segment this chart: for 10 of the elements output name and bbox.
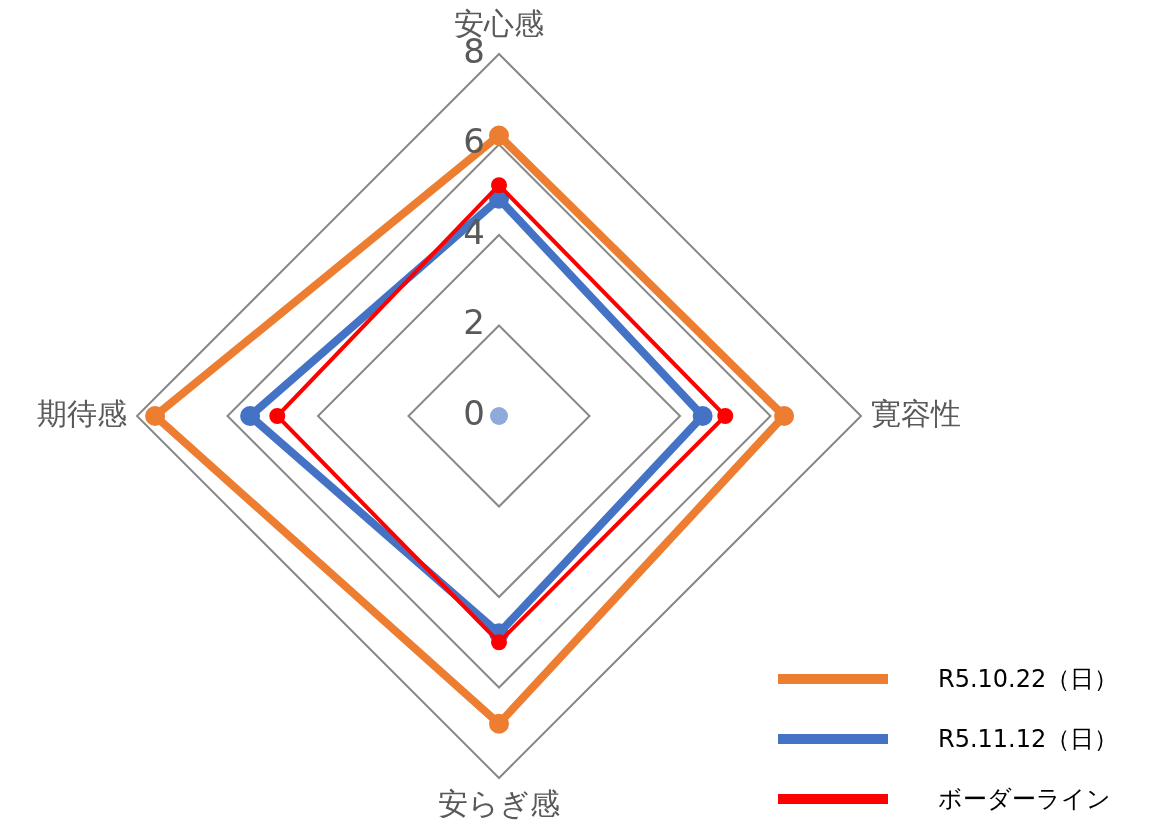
y-tick-label: 4 xyxy=(463,211,485,252)
y-tick-label: 6 xyxy=(463,121,485,162)
y-tick-label: 0 xyxy=(463,392,485,433)
legend-label: ボーダーライン xyxy=(938,784,1112,815)
spoke-label: 寛容性 xyxy=(871,395,961,431)
y-tick-label: 2 xyxy=(463,302,485,343)
spoke-label: 期待感 xyxy=(37,395,127,431)
legend-label: R5.10.22（日） xyxy=(938,664,1120,695)
spoke-label: 安らぎ感 xyxy=(438,785,560,821)
legend-label: R5.11.12（日） xyxy=(938,724,1120,755)
